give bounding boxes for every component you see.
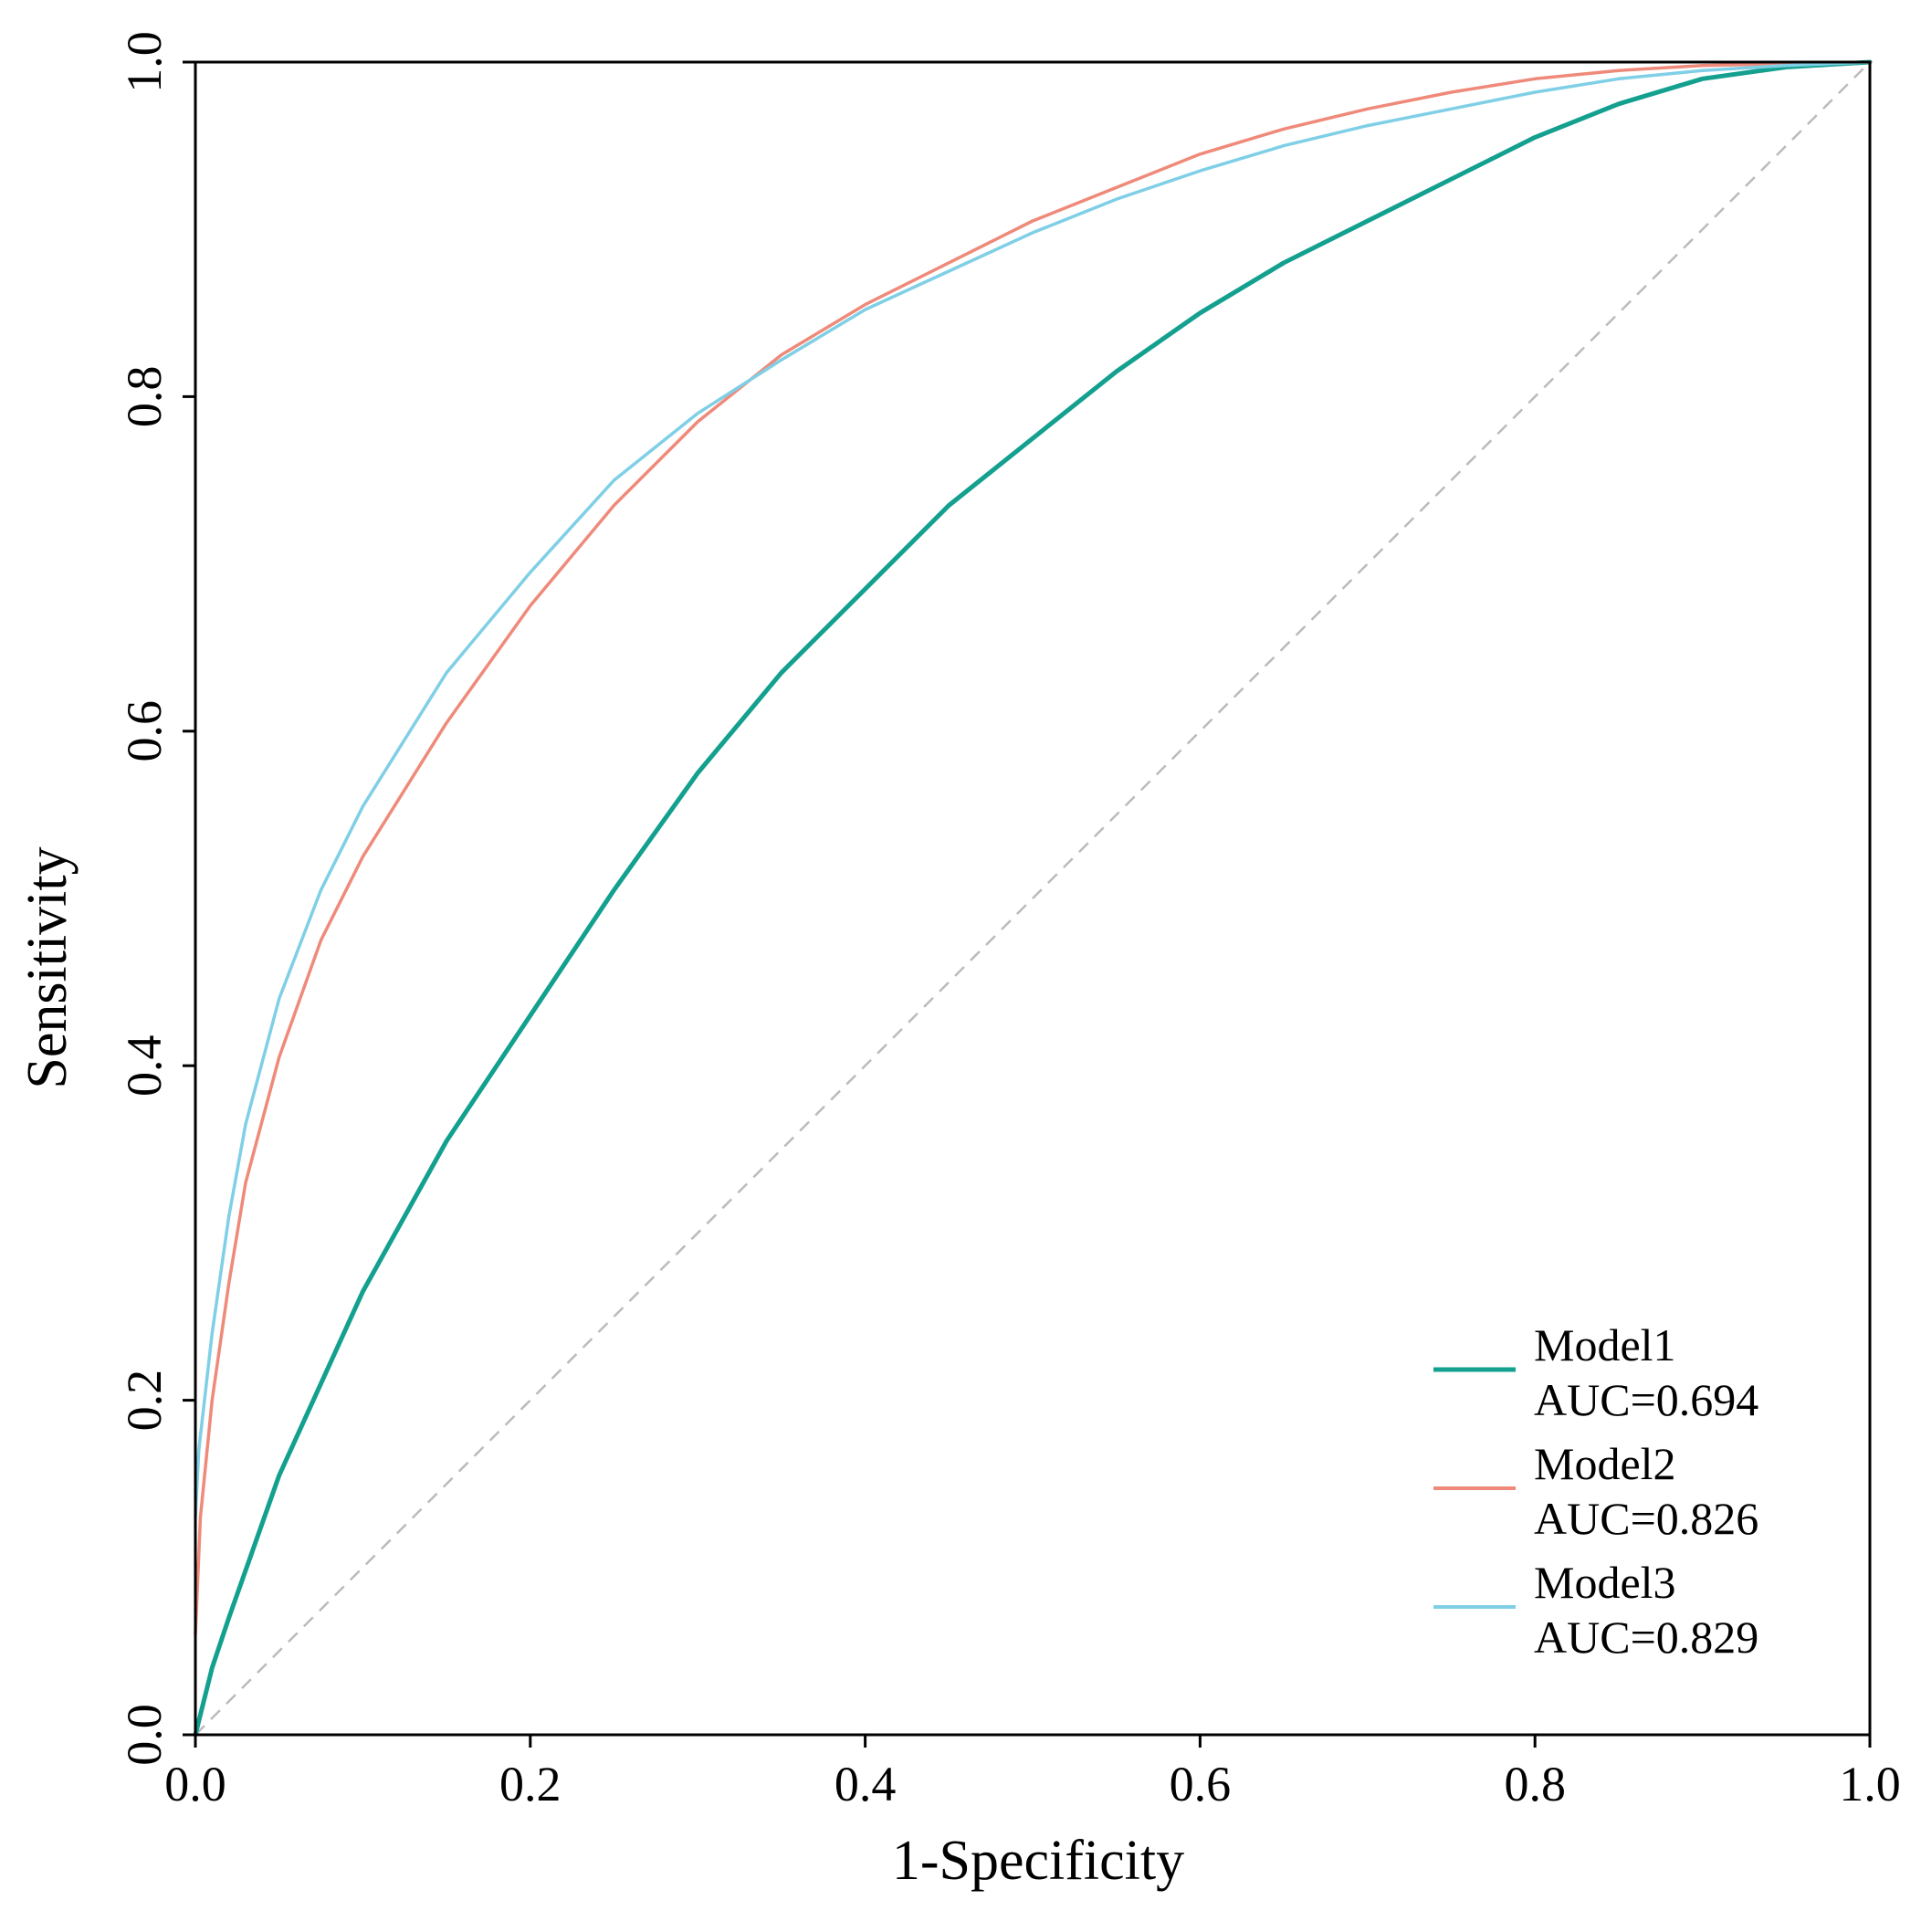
x-tick-label: 1.0 [1839,1757,1901,1811]
x-tick-label: 0.0 [164,1757,226,1811]
series-line-model2 [194,60,1872,1636]
y-tick-label: 0.4 [117,1034,172,1097]
x-axis-title: 1-Specificity [892,1830,1184,1892]
series-line-model3 [194,60,1872,1519]
legend-auc-model3: AUC=0.829 [1534,1612,1758,1663]
y-tick-label: 1.0 [117,31,172,93]
plot-frame [194,60,1872,1737]
y-tick-label: 0.0 [117,1704,172,1766]
y-tick-label: 0.6 [117,700,172,762]
x-tick-label: 0.6 [1170,1757,1232,1811]
x-tick-label: 0.2 [499,1757,562,1811]
legend-label-model2: Model2 [1534,1438,1676,1489]
y-tick-label: 0.8 [117,366,172,428]
legend-auc-model2: AUC=0.826 [1534,1493,1758,1544]
x-tick-label: 0.8 [1504,1757,1566,1811]
legend-auc-model1: AUC=0.694 [1534,1374,1758,1425]
legend-label-model1: Model1 [1534,1319,1676,1370]
y-tick-label: 0.2 [117,1370,172,1432]
series-line-model1 [193,59,1873,1738]
legend-label-model3: Model3 [1534,1557,1676,1608]
y-axis-title: Sensitivity [16,846,79,1088]
x-tick-label: 0.4 [835,1757,897,1811]
plot-area: 0.0 0.2 0.4 0.6 0.8 1.0 0.0 0.2 0.4 0.6 0.8 1.0 [117,31,1901,1811]
reference-diagonal-line [194,61,1871,1736]
